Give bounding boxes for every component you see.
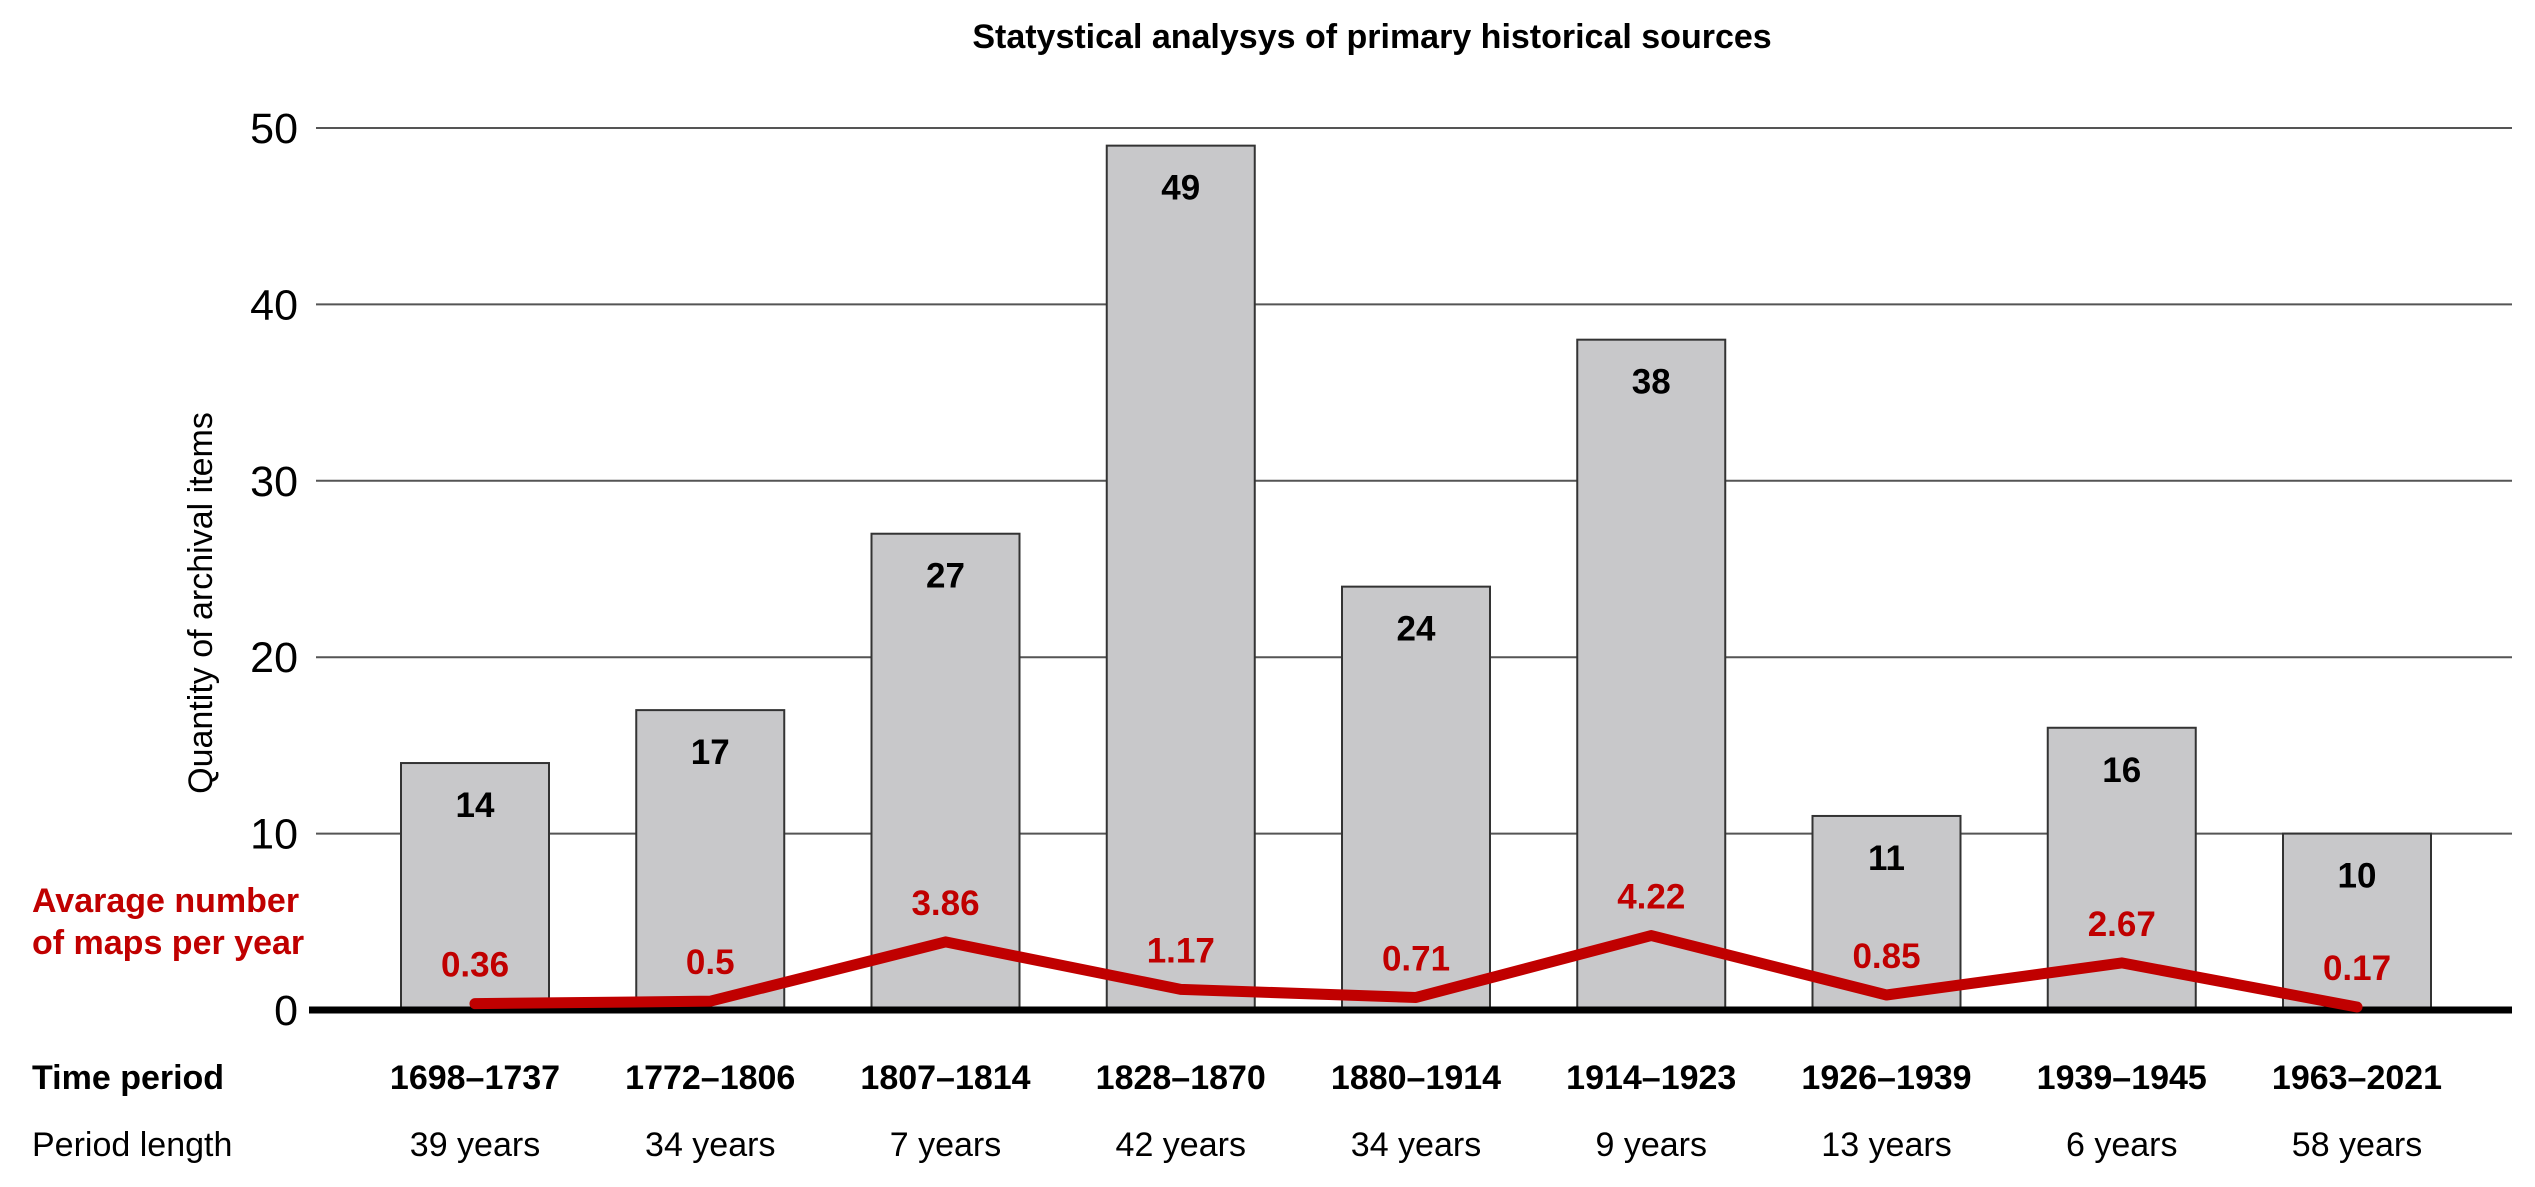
average-line-path [469, 930, 2363, 1013]
bar [1105, 144, 1256, 1011]
category-label: 1807–1814 [860, 1059, 1030, 1097]
line-series-label-line-2: of maps per year [32, 924, 304, 962]
line-value-label: 2.67 [2088, 905, 2156, 944]
category-label: 1828–1870 [1096, 1059, 1266, 1097]
category-label: 1939–1945 [2037, 1059, 2207, 1097]
category-label: 1926–1939 [1801, 1059, 1971, 1097]
period-length-label: 34 years [1351, 1126, 1481, 1164]
bar-value-label: 24 [1397, 610, 1436, 649]
bar-value-label: 14 [456, 786, 495, 825]
period-length-label: 6 years [2066, 1126, 2178, 1164]
category-label: 1698–1737 [390, 1059, 560, 1097]
bar [2282, 832, 2432, 1011]
y-tick-label: 30 [250, 458, 298, 506]
period-length-label: 34 years [645, 1126, 775, 1164]
line-value-label: 4.22 [1617, 878, 1685, 917]
bar [1576, 338, 1727, 1011]
period-length-label: 58 years [2292, 1126, 2422, 1164]
y-tick-label: 10 [250, 811, 298, 859]
average-line [469, 930, 2363, 1013]
bars [400, 144, 2432, 1012]
bar [400, 762, 550, 1011]
period-length-label: 39 years [410, 1126, 540, 1164]
time-period-row-label: Time period [32, 1059, 224, 1097]
category-label: 1880–1914 [1331, 1059, 1501, 1097]
category-labels: 1698–1737 1772–1806 1807–1814 1828–1870 1880… [390, 1059, 2442, 1097]
chart-title: Statystical analysys of primary historic… [972, 18, 1771, 56]
bar-value-label: 27 [926, 557, 965, 596]
bar-value-label: 49 [1161, 169, 1200, 208]
line-labels: 0.36 0.5 3.86 1.17 0.71 4.22 0.85 2.67 0.17 [441, 878, 2391, 988]
line-value-label: 1.17 [1147, 931, 1215, 970]
line-series-label-line-1: Avarage number [32, 882, 299, 920]
period-length-label: 7 years [890, 1126, 1002, 1164]
line-value-label: 0.5 [686, 943, 735, 982]
y-tick-label: 50 [250, 105, 298, 153]
bar-value-label: 16 [2102, 751, 2141, 790]
period-length-label: 9 years [1596, 1126, 1708, 1164]
period-length-label: 13 years [1821, 1126, 1951, 1164]
category-label: 1914–1923 [1566, 1059, 1736, 1097]
line-value-label: 0.85 [1852, 937, 1920, 976]
bar [1811, 814, 1962, 1012]
bar [870, 532, 1021, 1011]
line-value-label: 0.71 [1382, 939, 1450, 978]
y-axis-label: Quantity of archival items [182, 412, 220, 794]
bar-value-label: 10 [2338, 857, 2377, 896]
line-series-label: Avarage number of maps per year [32, 882, 309, 962]
period-length-labels: 39 years 34 years 7 years 42 years 34 years 9… [410, 1126, 2422, 1164]
category-label: 1772–1806 [625, 1059, 795, 1097]
y-tick-label: 0 [274, 987, 298, 1035]
y-axis-ticks: 0 10 20 30 40 50 [250, 105, 298, 1035]
bar-labels: 14 17 27 49 24 38 11 16 10 [456, 169, 2377, 896]
period-length-label: 42 years [1116, 1126, 1246, 1164]
period-length-row-label: Period length [32, 1126, 232, 1164]
y-tick-label: 20 [250, 634, 298, 682]
line-value-label: 0.36 [441, 946, 509, 985]
line-value-label: 0.17 [2323, 949, 2391, 988]
line-value-label: 3.86 [911, 884, 979, 923]
y-tick-label: 40 [250, 281, 298, 329]
bar-value-label: 11 [1868, 839, 1905, 878]
category-label: 1963–2021 [2272, 1059, 2442, 1097]
bar-value-label: 38 [1632, 363, 1671, 402]
bar-value-label: 17 [691, 733, 730, 772]
